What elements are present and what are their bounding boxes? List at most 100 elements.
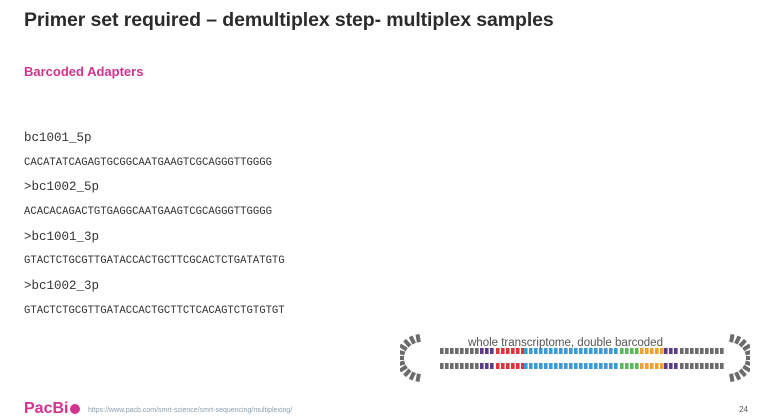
adapter-segment — [440, 363, 444, 369]
adapter-segment — [715, 348, 719, 354]
adapter-segment — [705, 348, 709, 354]
insert-segment — [620, 363, 624, 369]
figure-caption: whole transcriptome, double barcoded — [468, 337, 663, 349]
barcode-segment — [506, 348, 510, 354]
adapter-segment — [700, 363, 704, 369]
sequence-line: ACACACAGACTGTGAGGCAATGAAGTCGCAGGGTTGGGG — [24, 206, 272, 219]
adapter-loop-tick — [742, 343, 750, 352]
adapter-loop-tick — [403, 338, 412, 348]
adapter-segment — [680, 363, 684, 369]
adapter-segment — [475, 348, 479, 354]
adapter-loop-tick — [400, 343, 408, 352]
insert-segment — [584, 363, 588, 369]
logo-dot-icon — [70, 404, 81, 414]
source-url[interactable]: https://www.pacb.com/smrt-science/smrt-s… — [88, 407, 293, 414]
barcode-segment — [485, 363, 489, 369]
adapter-loop-tick — [734, 335, 742, 345]
insert-segment — [544, 363, 548, 369]
insert-segment — [539, 363, 543, 369]
insert-segment — [635, 348, 639, 354]
adapter-segment — [455, 363, 459, 369]
insert-segment — [574, 363, 578, 369]
barcode-segment — [496, 363, 500, 369]
barcode-segment — [674, 363, 678, 369]
insert-segment — [594, 363, 598, 369]
insert-segment — [614, 363, 618, 369]
adapter-segment — [450, 363, 454, 369]
adapter-segment — [700, 348, 704, 354]
adapter-segment — [720, 348, 724, 354]
barcode-segment — [664, 348, 668, 354]
barcode-segment — [485, 348, 489, 354]
insert-segment — [640, 348, 644, 354]
adapter-segment — [460, 363, 464, 369]
slide-title: Primer set required – demultiplex step- … — [24, 9, 554, 31]
adapter-segment — [455, 348, 459, 354]
insert-segment — [599, 348, 603, 354]
insert-segment — [620, 348, 624, 354]
insert-segment — [604, 348, 608, 354]
adapter-segment — [685, 348, 689, 354]
insert-segment — [655, 363, 659, 369]
slide-subtitle: Barcoded Adapters — [24, 64, 144, 79]
adapter-loop-tick — [400, 360, 406, 367]
sequence-header: >bc1002_5p — [24, 180, 100, 195]
adapter-segment — [695, 363, 699, 369]
insert-segment — [645, 363, 649, 369]
insert-segment — [549, 363, 553, 369]
adapter-loop-tick — [400, 364, 408, 373]
insert-segment — [534, 363, 538, 369]
insert-segment — [609, 363, 613, 369]
insert-segment — [534, 348, 538, 354]
adapter-segment — [685, 363, 689, 369]
barcode-segment — [516, 363, 520, 369]
barcode-segment — [511, 348, 515, 354]
insert-segment — [599, 363, 603, 369]
adapter-segment — [475, 363, 479, 369]
insert-segment — [564, 348, 568, 354]
page-number: 24 — [739, 405, 748, 414]
barcode-segment — [496, 348, 500, 354]
insert-segment — [660, 363, 664, 369]
barcode-segment — [490, 348, 494, 354]
sequence-header: bc1001_5p — [24, 131, 92, 145]
insert-segment — [524, 348, 528, 354]
insert-segment — [614, 348, 618, 354]
insert-segment — [574, 348, 578, 354]
barcode-segment — [506, 363, 510, 369]
barcode-segment — [516, 348, 520, 354]
insert-segment — [569, 363, 573, 369]
adapter-segment — [460, 348, 464, 354]
insert-segment — [589, 348, 593, 354]
barcode-sequence-list: bc1001_5p CACATATCAGAGTGCGGCAATGAAGTCGCAG… — [24, 126, 285, 324]
insert-segment — [544, 348, 548, 354]
insert-segment — [554, 363, 558, 369]
insert-segment — [589, 363, 593, 369]
barcode-segment — [674, 348, 678, 354]
insert-segment — [564, 363, 568, 369]
sequence-line: CACATATCAGAGTGCGGCAATGAAGTCGCAGGGTTGGGG — [24, 156, 272, 169]
sequence-line: GTACTCTGCGTTGATACCACTGCTTCGCACTCTGATATGT… — [24, 255, 285, 268]
barcode-segment — [480, 348, 484, 354]
insert-segment — [579, 348, 583, 354]
barcode-segment — [669, 363, 673, 369]
adapter-segment — [695, 348, 699, 354]
adapter-segment — [465, 348, 469, 354]
insert-segment — [660, 348, 664, 354]
adapter-loop-tick — [738, 368, 747, 378]
logo-text: PacBi — [24, 400, 69, 417]
barcode-segment — [664, 363, 668, 369]
insert-segment — [609, 348, 613, 354]
insert-segment — [655, 348, 659, 354]
adapter-segment — [690, 348, 694, 354]
barcode-segment — [501, 348, 505, 354]
adapter-segment — [705, 363, 709, 369]
adapter-segment — [445, 363, 449, 369]
insert-segment — [635, 363, 639, 369]
barcode-segment — [501, 363, 505, 369]
insert-segment — [559, 348, 563, 354]
adapter-loop-tick — [400, 349, 406, 356]
barcode-segment — [480, 363, 484, 369]
insert-segment — [604, 363, 608, 369]
sequence-header: >bc1002_3p — [24, 279, 100, 294]
